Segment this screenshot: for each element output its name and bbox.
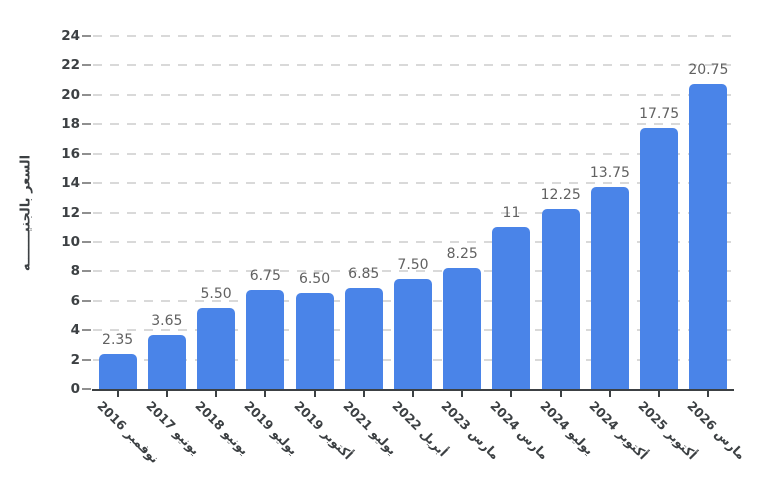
y-tick-mark-4 — [82, 329, 91, 332]
bar-8[interactable] — [492, 227, 531, 389]
y-tick-label-14: 14 — [61, 175, 80, 192]
x-tick-mark-12 — [707, 391, 710, 397]
y-tick-mark-0 — [82, 388, 91, 390]
y-tick-mark-20 — [82, 93, 91, 96]
bar-1[interactable] — [147, 335, 186, 389]
bar-2[interactable] — [197, 308, 236, 389]
y-tick-label-6: 6 — [70, 292, 80, 309]
y-tick-label-24: 24 — [61, 28, 80, 44]
y-tick-mark-24 — [82, 35, 91, 37]
bar-6[interactable] — [394, 278, 432, 389]
gridline-22 — [93, 64, 733, 67]
bar-value-label-6: 7.50 — [397, 256, 429, 273]
x-tick-mark-10 — [608, 391, 611, 397]
bar-value-label-12: 20.75 — [688, 61, 729, 78]
y-tick-label-22: 22 — [61, 57, 80, 74]
y-tick-label-8: 8 — [70, 263, 80, 280]
y-tick-label-18: 18 — [61, 116, 80, 133]
y-tick-mark-16 — [82, 152, 91, 155]
gridline-8 — [93, 270, 733, 273]
gridline-24 — [93, 35, 733, 37]
x-tick-mark-9 — [559, 391, 562, 397]
y-tick-mark-6 — [82, 299, 91, 302]
y-tick-label-0: 0 — [70, 381, 80, 397]
gridline-12 — [93, 211, 733, 214]
y-tick-label-16: 16 — [61, 145, 80, 162]
y-tick-label-10: 10 — [61, 233, 80, 250]
gridline-10 — [93, 240, 733, 243]
bar-5[interactable] — [344, 288, 383, 389]
x-tick-mark-7 — [461, 391, 464, 397]
y-tick-label-2: 2 — [70, 351, 80, 368]
bar-value-label-5: 6.85 — [348, 266, 380, 283]
x-tick-mark-5 — [362, 391, 365, 397]
bar-value-label-10: 13.75 — [589, 164, 630, 181]
x-tick-mark-3 — [264, 391, 267, 397]
x-tick-mark-6 — [412, 391, 414, 397]
bar-value-label-4: 6.50 — [298, 271, 331, 288]
bar-4[interactable] — [295, 293, 334, 389]
y-tick-mark-18 — [82, 123, 91, 126]
bar-10[interactable] — [590, 186, 629, 389]
y-tick-label-12: 12 — [61, 204, 80, 221]
gridline-20 — [93, 93, 733, 96]
gridline-16 — [93, 152, 733, 155]
bar-7[interactable] — [443, 267, 482, 389]
bar-9[interactable] — [541, 208, 580, 389]
bar-value-label-7: 8.25 — [446, 245, 478, 262]
y-axis-title: السعر بالجنيـــــــه — [18, 154, 34, 272]
bar-12[interactable] — [689, 83, 728, 389]
y-tick-mark-8 — [82, 270, 91, 273]
bar-value-label-1: 3.65 — [151, 313, 183, 330]
y-tick-label-4: 4 — [70, 322, 80, 339]
x-tick-mark-11 — [658, 391, 661, 397]
y-axis-tick-labels: 0 2 4 6 8 10 12 14 16 18 20 22 24 — [38, 28, 80, 397]
x-tick-mark-1 — [165, 391, 168, 397]
y-tick-label-20: 20 — [61, 86, 80, 103]
bar-value-label-0: 2.35 — [102, 332, 134, 349]
gridline-14 — [93, 182, 733, 185]
y-tick-mark-12 — [82, 211, 91, 214]
bar-0[interactable] — [98, 354, 137, 389]
bar-value-label-9: 12.25 — [540, 186, 581, 203]
y-tick-mark-10 — [82, 240, 91, 243]
y-axis-ticks — [82, 35, 92, 390]
bar-value-label-3: 6.75 — [249, 267, 281, 284]
x-tick-mark-4 — [313, 391, 316, 397]
gridline-18 — [93, 123, 733, 126]
plot-area: 2.35 3.65 5.50 6.75 6.50 6.85 7.50 8.25 11 12.25 1… — [93, 35, 733, 389]
y-tick-mark-22 — [82, 64, 91, 67]
y-tick-mark-14 — [82, 182, 91, 185]
x-axis-line — [92, 389, 734, 391]
bar-11[interactable] — [640, 127, 679, 389]
x-tick-mark-2 — [215, 391, 218, 397]
bar-value-label-2: 5.50 — [200, 286, 232, 303]
bar-3[interactable] — [246, 289, 285, 389]
x-tick-mark-0 — [116, 391, 119, 397]
bar-value-label-11: 17.75 — [639, 105, 680, 122]
x-tick-mark-8 — [510, 391, 513, 397]
y-tick-mark-2 — [82, 358, 91, 361]
bar-value-label-8: 11 — [502, 205, 521, 222]
